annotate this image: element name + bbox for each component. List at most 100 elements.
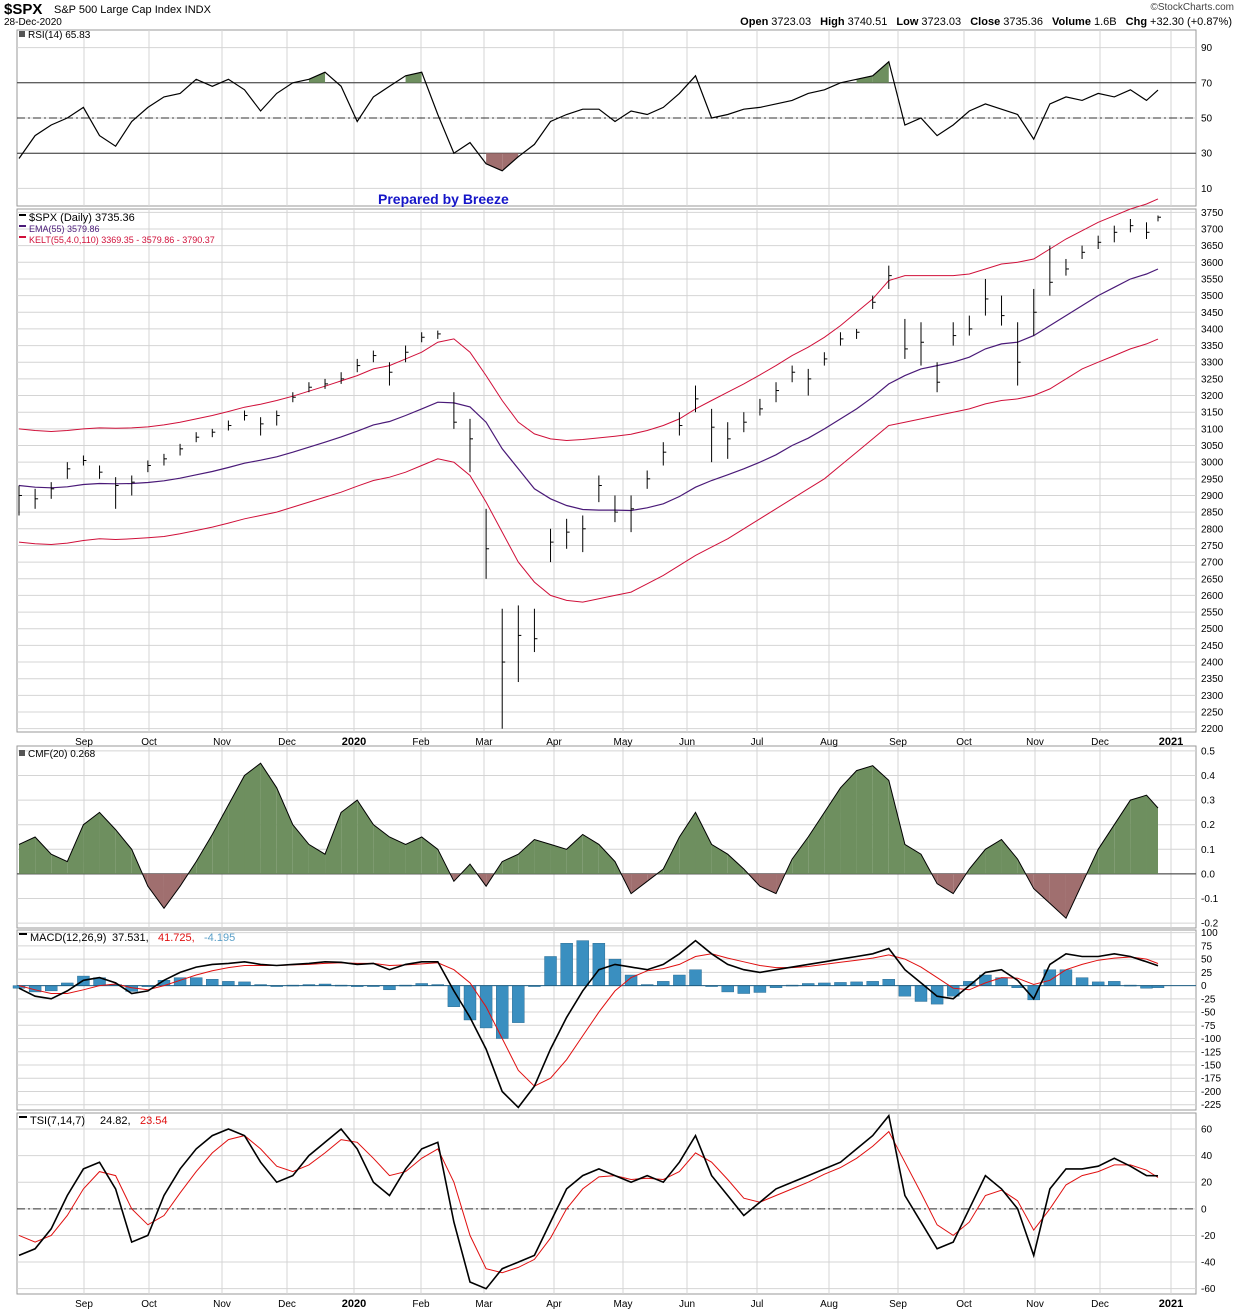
cmf-positive-area (550, 844, 567, 874)
price-y-tick-label: 3150 (1201, 408, 1224, 419)
price-legend-item: EMA(55) 3579.86 (29, 224, 100, 234)
cmf-positive-area (341, 800, 358, 874)
x-axis-month-label: Oct (141, 737, 157, 748)
price-y-tick-label: 2750 (1201, 541, 1224, 552)
macd-y-tick-label: 75 (1201, 941, 1213, 952)
cmf-negative-area (147, 873, 164, 909)
cmf-line (18, 762, 1159, 920)
cmf-y-tick-label: 0.4 (1201, 771, 1215, 782)
x-axis-month-label: Feb (412, 737, 430, 748)
macd-y-tick-label: 100 (1201, 928, 1218, 939)
x-axis-month-label: Dec (1091, 737, 1109, 748)
open-value: 3723.03 (771, 16, 812, 28)
price-y-tick-label: 2550 (1201, 608, 1224, 619)
price-y-tick-label: 3350 (1201, 341, 1224, 352)
cmf-positive-area (325, 812, 342, 874)
cmf-y-tick-label: 0.3 (1201, 796, 1215, 807)
macd-legend-item: -4.195 (204, 932, 235, 944)
cmf-positive-area (856, 765, 873, 874)
ema-line (18, 268, 1159, 512)
macd-histogram-bar (189, 977, 203, 986)
cmf-negative-area (1033, 873, 1050, 904)
x-axis-month-label: Oct (956, 737, 972, 748)
tsi-y-tick-label: 0 (1201, 1204, 1207, 1215)
macd-histogram-bar (866, 981, 879, 986)
close-label: Close (970, 16, 1001, 28)
price-y-tick-label: 2350 (1201, 674, 1224, 685)
x-axis-month-label-bottom: Oct (141, 1299, 157, 1310)
macd-histogram-bar (222, 981, 235, 986)
cmf-y-tick-label: 0.0 (1201, 869, 1215, 880)
x-axis-month-label-bottom: Sep (75, 1299, 93, 1310)
tsi-panel-frame (16, 1112, 1197, 1295)
price-y-tick-label: 3100 (1201, 424, 1224, 435)
open-label: Open (740, 16, 769, 28)
low-value: 3723.03 (921, 16, 962, 28)
macd-histogram-bar (737, 985, 751, 994)
rsi-threshold-fill (872, 61, 889, 83)
price-legend-swatch (19, 236, 26, 238)
macd-histogram-bar (447, 985, 461, 1007)
cmf-positive-area (405, 837, 422, 874)
macd-y-tick-label: -25 (1201, 994, 1216, 1005)
rsi-threshold-fill (308, 72, 326, 83)
price-legend-swatch (19, 225, 26, 227)
price-y-tick-label: 3450 (1201, 308, 1224, 319)
quote-line: Open 3723.03 High 3740.51 Low 3723.03 Close… (734, 16, 1232, 28)
price-y-tick-label: 2950 (1201, 474, 1224, 485)
ticker-symbol: $SPX (4, 1, 43, 18)
price-y-tick-label: 2300 (1201, 691, 1224, 702)
x-axis-month-label: Apr (546, 737, 562, 748)
tsi-legend-item: 24.82, (100, 1115, 131, 1127)
macd-y-tick-label: -175 (1201, 1074, 1221, 1085)
price-y-tick-label: 2500 (1201, 624, 1224, 635)
x-axis-month-label-bottom: Feb (412, 1299, 430, 1310)
macd-y-tick-label: -125 (1201, 1047, 1221, 1058)
price-y-tick-label: 2450 (1201, 641, 1224, 652)
price-y-tick-label: 3500 (1201, 291, 1224, 302)
macd-panel-frame (16, 929, 1197, 1111)
x-axis-month-label-bottom: 2020 (342, 1298, 366, 1310)
x-axis-month-label: Nov (213, 737, 231, 748)
cmf-y-tick-label: -0.2 (1201, 919, 1219, 930)
macd-histogram-bar (463, 985, 477, 1021)
rsi-threshold-fill (486, 153, 503, 171)
macd-histogram-bar (850, 981, 863, 986)
cmf-positive-area (196, 834, 213, 874)
price-y-tick-label: 2850 (1201, 508, 1224, 519)
price-y-tick-label: 2200 (1201, 724, 1224, 735)
high-label: High (820, 16, 845, 28)
rsi-y-tick-label: 10 (1201, 184, 1213, 195)
macd-legend-item: 41.725, (158, 932, 195, 944)
cmf-positive-area (679, 812, 696, 874)
macd-signal-line (18, 953, 1159, 1087)
cmf-positive-area (83, 812, 100, 874)
tsi-legend-item: 23.54 (140, 1115, 168, 1127)
x-axis-month-label-bottom: Apr (546, 1299, 562, 1310)
macd-histogram-bar (930, 985, 944, 1005)
cmf-positive-area (1098, 824, 1115, 874)
macd-histogram-bar (512, 985, 525, 1023)
tsi-y-tick-label: 60 (1201, 1124, 1213, 1135)
cmf-negative-area (759, 873, 777, 894)
macd-histogram-bar (238, 981, 251, 986)
macd-histogram-bar (1091, 981, 1105, 986)
macd-legend-item: MACD(12,26,9) (30, 932, 106, 944)
cmf-positive-area (582, 834, 599, 874)
price-y-tick-label: 3300 (1201, 358, 1224, 369)
cmf-positive-area (115, 829, 132, 874)
cmf-positive-area (292, 824, 309, 874)
price-y-tick-label: 2650 (1201, 574, 1224, 585)
tsi-legend-item: TSI(7,14,7) (30, 1115, 85, 1127)
x-axis-month-label-bottom: Mar (475, 1299, 493, 1310)
x-axis-month-label-bottom: Nov (213, 1299, 231, 1310)
x-axis-month-label: Nov (1026, 737, 1044, 748)
chg-value: +32.30 (+0.87%) (1150, 16, 1232, 28)
price-y-tick-label: 2400 (1201, 658, 1224, 669)
cmf-positive-area (695, 812, 712, 874)
chart-date: 28-Dec-2020 (4, 17, 62, 28)
macd-y-tick-label: 0 (1201, 981, 1207, 992)
macd-histogram-bar (608, 958, 622, 986)
cmf-positive-area (260, 763, 277, 874)
